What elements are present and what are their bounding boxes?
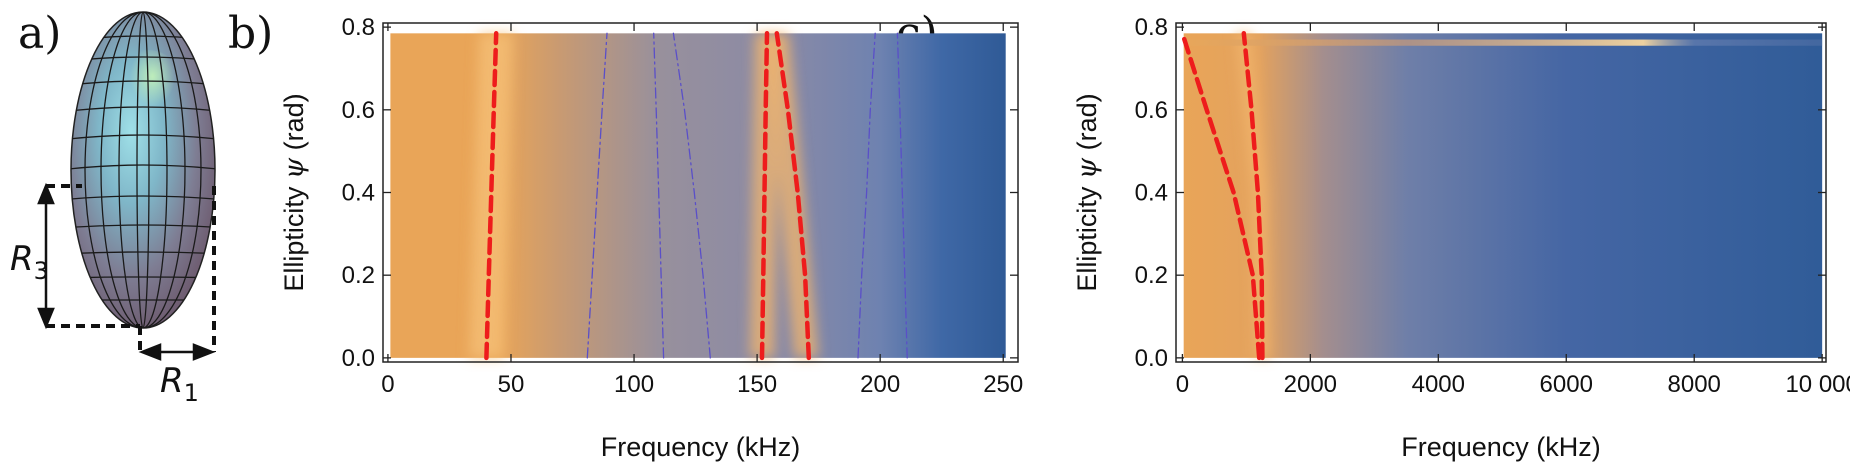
panel-c-xtick-label: 4000 — [1412, 371, 1465, 398]
panel-c-heatmap — [1183, 33, 1823, 358]
panel-c-xtick-label: 2000 — [1284, 371, 1337, 398]
panel-b-dashed-2 — [759, 31, 770, 361]
panel-b-xlabel: Frequency (kHz) — [601, 432, 801, 462]
panel-b-ytick-label: 0.8 — [342, 14, 375, 41]
panel-b-ticks: 0 50 100 150 200 250 0.0 0.2 0.4 0.6 0.8 — [342, 14, 1024, 398]
panel-b-xtick-label: 50 — [498, 371, 525, 398]
panel-c-ytick-label: 0.4 — [1135, 180, 1168, 207]
panel-b-ytick-label: 0.2 — [342, 262, 375, 289]
panel-b-xtick-label: 200 — [860, 371, 900, 398]
panel-c-xlabel: Frequency (kHz) — [1401, 432, 1601, 462]
panel-b-curves — [484, 31, 908, 361]
panel-c-chart: 0 2000 4000 6000 8000 10 000 0.0 0.2 0.4 0.6 0.8 F… — [1072, 14, 1850, 462]
panel-c-ytick-label: 0.2 — [1135, 262, 1168, 289]
panel-b-xtick-label: 250 — [983, 371, 1023, 398]
dimension-arrows — [37, 182, 216, 361]
panel-c-top-band — [1183, 39, 1823, 46]
panel-b-dashdot-3 — [672, 32, 711, 359]
panel-b-xtick-label: 100 — [614, 371, 654, 398]
panel-b-ylabel: Ellipticity ψ (rad) — [279, 93, 310, 291]
panel-c-ylabel: Ellipticity ψ (rad) — [1072, 93, 1103, 291]
panel-b-dashdot-5 — [896, 32, 908, 359]
panel-c-bright-bands — [1235, 33, 1271, 358]
panel-b-xtick-label: 150 — [737, 371, 777, 398]
panel-c-xtick-label: 10 000 — [1785, 371, 1850, 398]
panel-c-ytick-label: 0.0 — [1135, 345, 1168, 372]
panel-c-dashed-2 — [1180, 31, 1262, 361]
panel-c-xtick-label: 8000 — [1668, 371, 1721, 398]
panel-b-dashdot-4 — [857, 32, 876, 359]
panel-b-ytick-label: 0.6 — [342, 97, 375, 124]
panel-b-dashdot-2 — [653, 32, 665, 359]
dimension-lines — [46, 184, 216, 352]
r1-label: R1 — [160, 361, 199, 407]
panel-c-ytick-label: 0.8 — [1135, 14, 1168, 41]
panel-b-dashdot-1 — [586, 32, 608, 359]
panel-b-band-3 — [764, 33, 819, 358]
panel-c-dashed-1 — [1241, 31, 1265, 361]
ellipsoid-figure: R3 R1 — [10, 11, 216, 407]
panel-b-ytick-label: 0.0 — [342, 345, 375, 372]
panel-c-curves — [1180, 31, 1265, 361]
panel-c-xtick-label: 6000 — [1540, 371, 1593, 398]
r3-label: R3 — [10, 239, 49, 285]
panel-b-dashed-3 — [774, 31, 812, 361]
panel-label-a: a) — [18, 8, 62, 59]
panel-c-ytick-label: 0.6 — [1135, 97, 1168, 124]
panel-b-dashed-1 — [484, 31, 499, 361]
panel-b-chart: 0 50 100 150 200 250 0.0 0.2 0.4 0.6 0.8 Frequency… — [279, 14, 1023, 462]
panel-c-ticks: 0 2000 4000 6000 8000 10 000 0.0 0.2 0.4 0.6 0.8 — [1135, 14, 1850, 398]
panel-b-xtick-label: 0 — [381, 371, 394, 398]
panel-c-xtick-label: 0 — [1176, 371, 1189, 398]
panel-c-band-1 — [1235, 33, 1271, 358]
panel-label-b: b) — [228, 8, 274, 59]
panel-b-ytick-label: 0.4 — [342, 180, 375, 207]
